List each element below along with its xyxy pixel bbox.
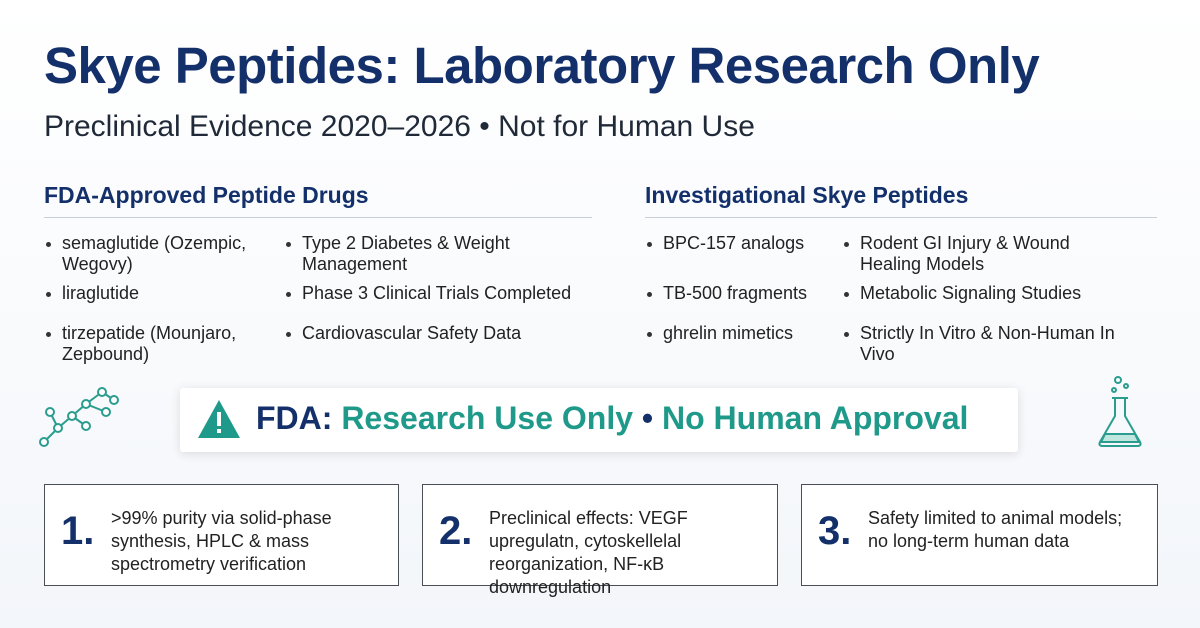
- title: Skye Peptides: Laboratory Research Only: [44, 37, 1040, 94]
- list-item: Phase 3 Clinical Trials Completed: [286, 283, 582, 304]
- card-text: Safety limited to animal models; no long…: [868, 508, 1123, 551]
- banner: FDA: Research Use Only • No Human Approv…: [180, 388, 1018, 452]
- info-card: 2. Preclinical effects: VEGF upregulatn, …: [422, 484, 778, 597]
- section-heading: Investigational Skye Peptides: [645, 182, 969, 208]
- list-item: Strictly In Vitro & Non-Human In Vivo: [844, 323, 1130, 365]
- banner-part: FDA:: [256, 400, 333, 436]
- divider: [44, 217, 592, 218]
- subtitle: Preclinical Evidence 2020–2026 • Not for…: [44, 110, 755, 143]
- warning-icon: [198, 400, 240, 438]
- card-text: Preclinical effects: VEGF upregulatn, cy…: [489, 508, 688, 597]
- molecule-icon: [39, 387, 119, 447]
- card-number: 1.: [61, 509, 95, 553]
- list-item: liraglutide: [46, 283, 292, 304]
- list-item: BPC-157 analogs: [647, 233, 843, 254]
- banner-text: FDA: Research Use Only • No Human Approv…: [256, 400, 968, 437]
- list-item: Cardiovascular Safety Data: [286, 323, 582, 344]
- divider: [645, 217, 1157, 218]
- list-item: tirzepatide (Mounjaro, Zepbound): [46, 323, 292, 365]
- list-item: Rodent GI Injury & Wound Healing Models: [844, 233, 1130, 275]
- card-text: >99% purity via solid-phase synthesis, H…: [111, 508, 332, 574]
- list-item: TB-500 fragments: [647, 283, 843, 304]
- banner-part: •: [641, 400, 654, 436]
- card-number: 2.: [439, 509, 473, 553]
- info-card: 3. Safety limited to animal models; no lo…: [801, 484, 1158, 586]
- section-heading: FDA-Approved Peptide Drugs: [44, 182, 369, 208]
- banner-part: Research Use Only: [341, 400, 634, 436]
- card-number: 3.: [818, 509, 852, 553]
- list-item: Type 2 Diabetes & Weight Management: [286, 233, 582, 275]
- banner-part: No Human Approval: [662, 400, 969, 436]
- list-item: Metabolic Signaling Studies: [844, 283, 1130, 304]
- list-item: semaglutide (Ozempic, Wegovy): [46, 233, 292, 275]
- flask-icon: [1098, 376, 1142, 447]
- info-card: 1. >99% purity via solid-phase synthesis,…: [44, 484, 399, 586]
- list-item: ghrelin mimetics: [647, 323, 843, 344]
